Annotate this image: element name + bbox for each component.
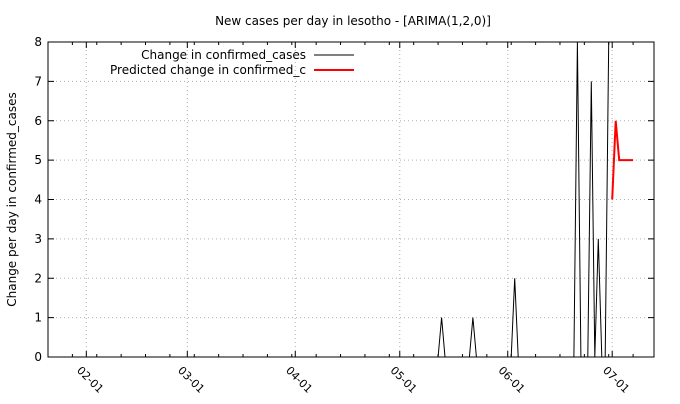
y-tick-label: 4: [34, 193, 42, 207]
series-line-1: [611, 120, 634, 200]
y-tick-label: 6: [34, 114, 42, 128]
x-tick-label: 05-01: [388, 364, 420, 396]
x-tick-label: 06-01: [496, 364, 528, 396]
y-tick-label: 1: [34, 311, 42, 325]
plot-frame: [47, 41, 655, 358]
grid: [48, 42, 654, 357]
x-tick-label: 03-01: [175, 364, 207, 396]
y-tick-label: 7: [34, 74, 42, 88]
chart-title: New cases per day in lesotho - [ARIMA(1,…: [215, 14, 491, 28]
x-tick-label: 07-01: [600, 364, 632, 396]
y-axis-label: Change per day in confirmed_cases: [5, 92, 19, 307]
y-tick-label: 8: [34, 35, 42, 49]
x-tick-label: 04-01: [283, 364, 315, 396]
legend-label: Predicted change in confirmed_c: [110, 63, 306, 77]
x-tick-label: 02-01: [74, 364, 106, 396]
y-tick-label: 5: [34, 153, 42, 167]
y-tick-label: 0: [34, 350, 42, 364]
y-tick-label: 3: [34, 232, 42, 246]
axis-ticks: 0 1 2 3 4 5 6 7 8 02-01 03-01 04-01 05-01 06-01 07-01: [34, 35, 654, 396]
y-tick-label: 2: [34, 271, 42, 285]
legend-label: Change in confirmed_cases: [141, 48, 306, 62]
